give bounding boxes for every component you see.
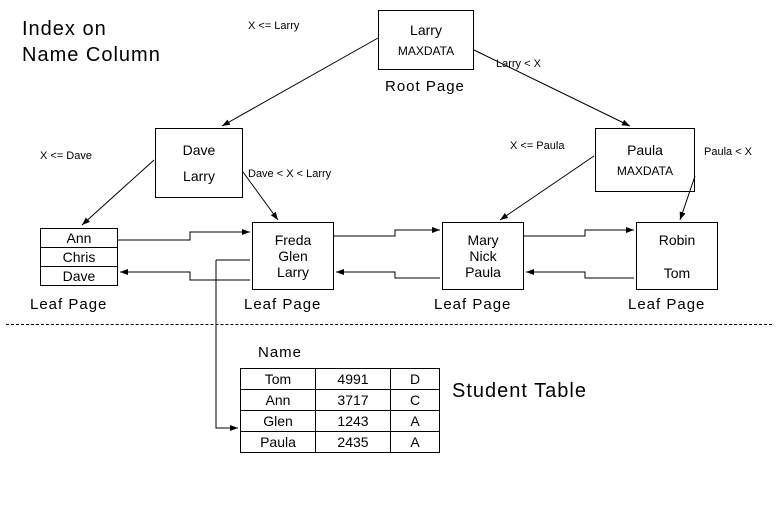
edge-paula-left: X <= Paula [510, 140, 564, 152]
table-cell: 4991 [316, 369, 391, 390]
leaf4-label: Leaf Page [628, 296, 705, 313]
table-row: Glen 1243 A [241, 411, 440, 432]
root-label: Root Page [385, 78, 465, 95]
mid-left-line2: Larry [183, 168, 215, 184]
leaf2-node: Freda Glen Larry [252, 222, 334, 290]
leaf1-row1: Chris [41, 248, 117, 267]
table-cell: C [391, 390, 440, 411]
leaf1-row0: Ann [41, 229, 117, 248]
root-node: Larry MAXDATA [378, 10, 474, 70]
title-line1: Index on [22, 18, 107, 41]
table-row: Paula 2435 A [241, 432, 440, 453]
leaf1-row2: Dave [41, 267, 117, 285]
table-cell: 3717 [316, 390, 391, 411]
leaf4-row1: Tom [664, 265, 690, 281]
leaf1-node: Ann Chris Dave [40, 228, 118, 286]
table-cell: A [391, 411, 440, 432]
title-line2: Name Column [22, 44, 161, 67]
section-label: Student Table [452, 380, 587, 403]
edge-root-left: X <= Larry [248, 20, 299, 32]
table-cell: D [391, 369, 440, 390]
divider [6, 324, 772, 325]
edge-dave-left: X <= Dave [40, 150, 92, 162]
table-row: Tom 4991 D [241, 369, 440, 390]
table-cell: Tom [241, 369, 316, 390]
root-line2: MAXDATA [398, 44, 454, 58]
leaf4-row0: Robin [659, 232, 696, 248]
table-cell: 2435 [316, 432, 391, 453]
leaf2-row0: Freda [275, 232, 312, 248]
leaf2-label: Leaf Page [244, 296, 321, 313]
leaf2-row2: Larry [277, 264, 309, 280]
root-line1: Larry [410, 22, 442, 38]
edge-dave-right: Dave < X < Larry [248, 168, 331, 180]
table-cell: Ann [241, 390, 316, 411]
leaf3-row2: Paula [465, 264, 501, 280]
table-cell: 1243 [316, 411, 391, 432]
mid-right-line2: MAXDATA [617, 164, 673, 178]
leaf3-row1: Nick [469, 248, 496, 264]
edge-paula-right: Paula < X [704, 146, 752, 158]
mid-right-node: Paula MAXDATA [595, 128, 695, 192]
mid-left-line1: Dave [183, 142, 216, 158]
leaf3-row0: Mary [467, 232, 498, 248]
edge-root-right: Larry < X [496, 58, 541, 70]
mid-left-node: Dave Larry [155, 128, 243, 198]
leaf3-node: Mary Nick Paula [442, 222, 524, 290]
table-cell: Paula [241, 432, 316, 453]
table-cell: Glen [241, 411, 316, 432]
leaf1-label: Leaf Page [30, 296, 107, 313]
student-table: Tom 4991 D Ann 3717 C Glen 1243 A Paula … [240, 368, 440, 453]
table-title: Name [258, 344, 302, 361]
table-row: Ann 3717 C [241, 390, 440, 411]
leaf3-label: Leaf Page [434, 296, 511, 313]
table-cell: A [391, 432, 440, 453]
leaf4-node: Robin Tom [636, 222, 718, 290]
leaf2-row1: Glen [278, 248, 308, 264]
mid-right-line1: Paula [627, 142, 663, 158]
